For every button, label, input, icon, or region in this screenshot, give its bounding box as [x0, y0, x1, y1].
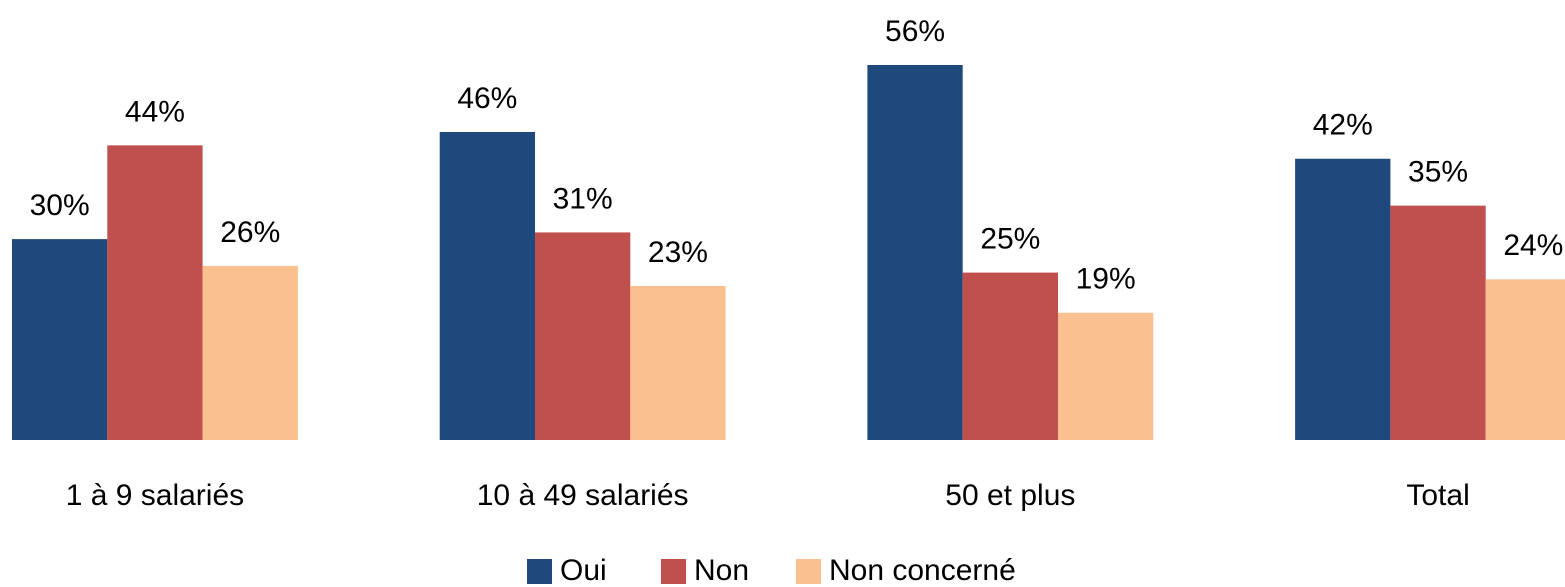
value-label: 26%: [220, 216, 280, 249]
value-label: 56%: [885, 15, 945, 48]
legend-label: Non concerné: [829, 554, 1016, 587]
bar: [1058, 312, 1154, 440]
bar: [107, 145, 203, 440]
x-tick-label: Total: [1406, 479, 1469, 512]
bar: [202, 265, 298, 440]
bar: [962, 272, 1058, 440]
legend-swatch: [661, 559, 686, 584]
bar: [630, 285, 726, 440]
value-label: 35%: [1408, 156, 1468, 189]
bar: [535, 232, 631, 440]
x-tick-label: 1 à 9 salariés: [66, 479, 244, 512]
bar: [12, 239, 108, 440]
value-label: 24%: [1503, 229, 1563, 262]
value-label: 19%: [1076, 263, 1136, 296]
x-tick-label: 50 et plus: [945, 479, 1075, 512]
legend-swatch: [527, 559, 552, 584]
value-label: 42%: [1313, 109, 1373, 142]
bar: [439, 131, 535, 440]
x-tick-label: 10 à 49 salariés: [477, 479, 689, 512]
value-label: 23%: [648, 236, 708, 269]
value-label: 30%: [30, 189, 90, 222]
bar: [1295, 158, 1391, 440]
legend-label: Non: [694, 554, 749, 587]
bar: [867, 65, 963, 440]
value-label: 46%: [457, 82, 517, 115]
legend-swatch: [796, 559, 821, 584]
value-label: 25%: [980, 223, 1040, 256]
bar: [1485, 279, 1565, 440]
value-label: 31%: [553, 182, 613, 215]
value-label: 44%: [125, 95, 185, 128]
bar: [1390, 205, 1486, 440]
legend-label: Oui: [560, 554, 607, 587]
